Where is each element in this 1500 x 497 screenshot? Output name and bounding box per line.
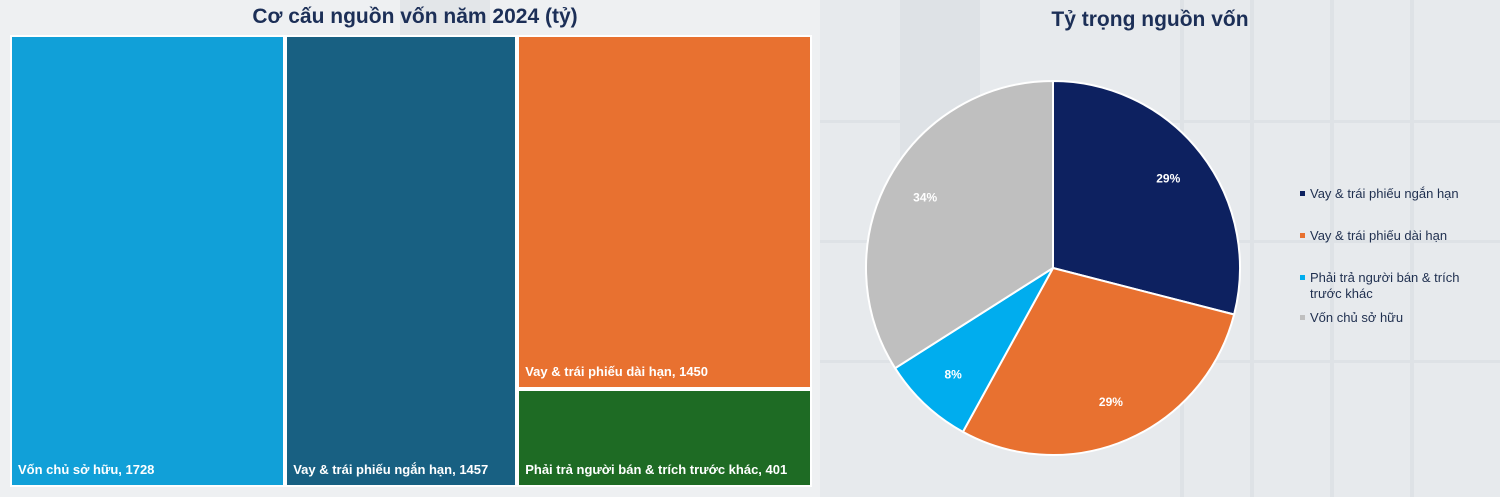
pie-slice-short-term-debt xyxy=(1052,79,1241,316)
legend-swatch-equity xyxy=(1300,315,1305,320)
legend-label-long-term-debt: Vay & trái phiếu dài hạn xyxy=(1310,228,1448,243)
pie-label-long-term-debt: 29% xyxy=(1099,395,1123,409)
treemap-label-equity: Vốn chủ sở hữu, 1728 xyxy=(18,462,155,477)
legend-swatch-short-term-debt xyxy=(1300,191,1305,196)
treemap-tile-payables: Phải trả người bán & trích trước khác, 4… xyxy=(517,389,812,487)
treemap-tile-short-term-debt: Vay & trái phiếu ngắn hạn, 1457 xyxy=(285,35,518,487)
legend-label-payables: Phải trả người bán & trích trước khác xyxy=(1310,270,1460,301)
pie-label-payables: 8% xyxy=(944,367,962,381)
pie-slice-long-term-debt xyxy=(961,266,1236,456)
legend-swatch-payables xyxy=(1300,275,1305,280)
pie-title: Tỷ trọng nguồn vốn xyxy=(1051,8,1249,31)
treemap-label-short-term-debt: Vay & trái phiếu ngắn hạn, 1457 xyxy=(293,462,489,477)
pie-label-equity: 34% xyxy=(913,191,937,205)
legend-label-equity: Vốn chủ sở hữu xyxy=(1310,310,1404,325)
treemap-tile-equity: Vốn chủ sở hữu, 1728 xyxy=(10,35,286,487)
pie-slice-equity xyxy=(865,79,1054,370)
legend-label-short-term-debt: Vay & trái phiếu ngắn hạn xyxy=(1310,186,1459,201)
treemap-label-payables: Phải trả người bán & trích trước khác, 4… xyxy=(525,461,788,477)
treemap-label-long-term-debt: Vay & trái phiếu dài hạn, 1450 xyxy=(525,364,709,380)
treemap-title: Cơ cấu nguồn vốn năm 2024 (tỷ) xyxy=(252,5,578,28)
treemap-chart: Vốn chủ sở hữu, 1728 Vay & trái phiếu ng… xyxy=(10,35,812,487)
legend-swatch-long-term-debt xyxy=(1300,233,1305,238)
pie-slice-payables xyxy=(893,267,1054,434)
pie-label-short-term-debt: 29% xyxy=(1156,172,1180,186)
pie-chart: 29% 29% 8% 34% xyxy=(865,79,1241,456)
treemap-tile-long-term-debt: Vay & trái phiếu dài hạn, 1450 xyxy=(517,35,812,390)
